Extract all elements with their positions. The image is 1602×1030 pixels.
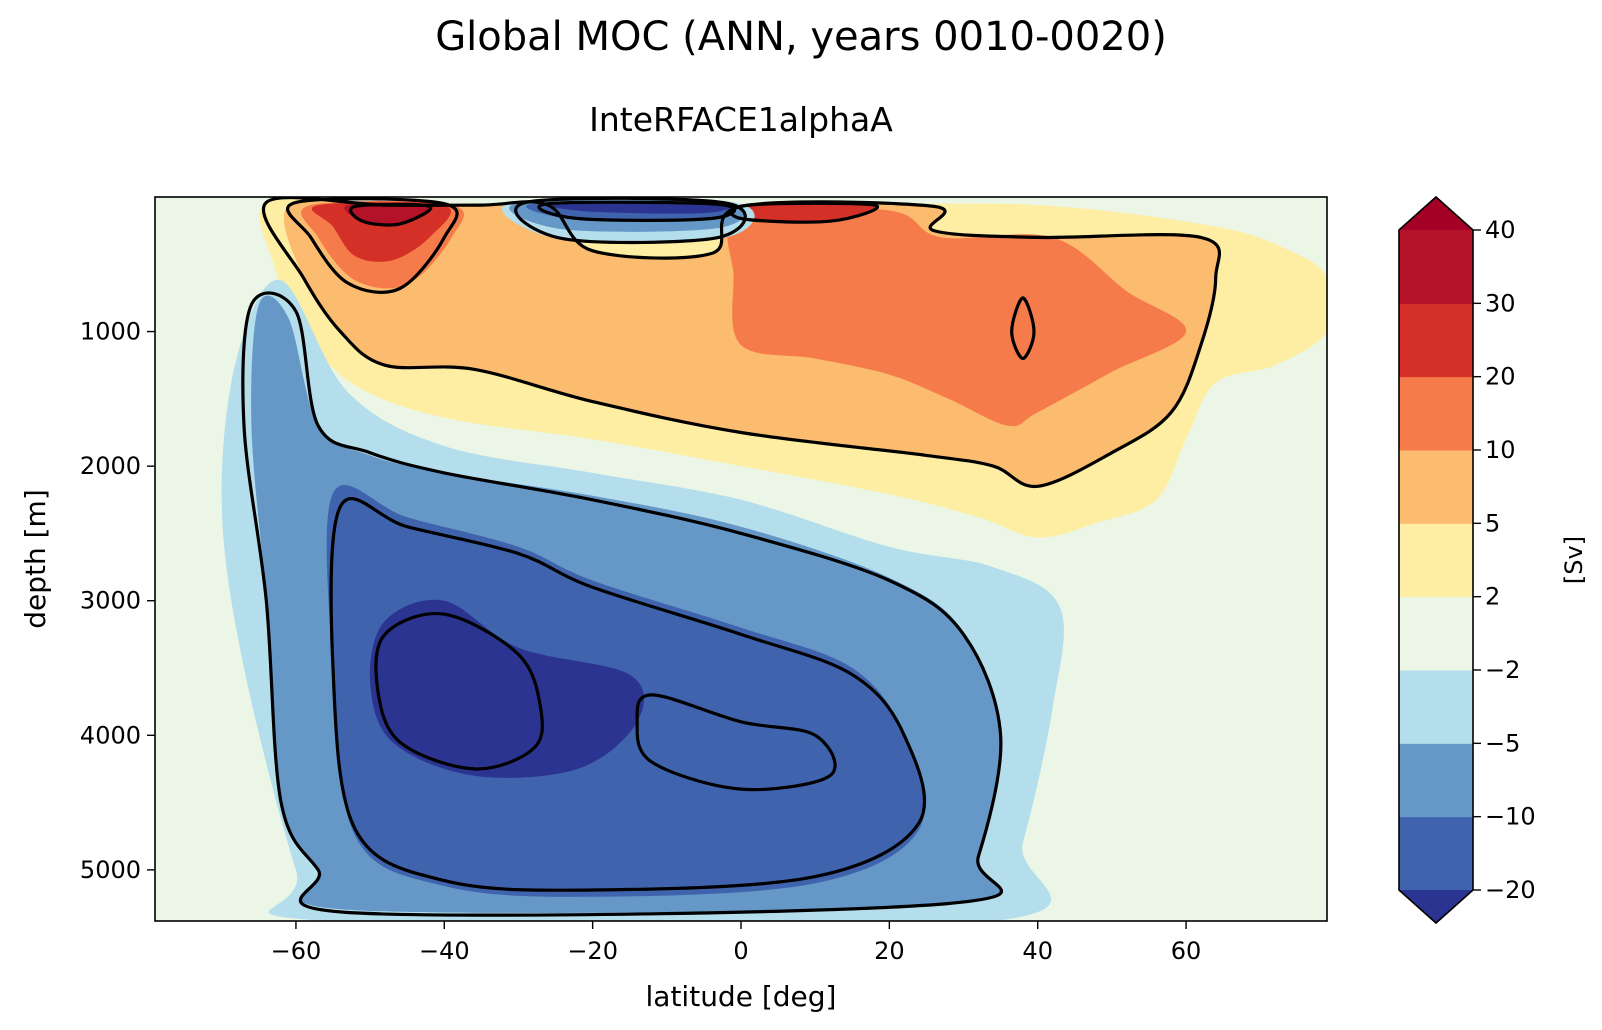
colorbar-under-arrow [1399, 890, 1473, 923]
y-tick-label: 1000 [80, 318, 141, 346]
colorbar-label: [Sv] [1560, 536, 1588, 584]
colorbar-segment [1399, 230, 1473, 304]
contour-line-5 [514, 197, 747, 245]
colorbar: −20 −10 −5 −2 2 5 10 20 30 40 [Sv] [1398, 195, 1588, 925]
y-tick-label: 3000 [80, 587, 141, 615]
contour-line-4 [1010, 296, 1036, 361]
contour-fill-5 [731, 203, 878, 223]
colorbar-segment [1399, 523, 1473, 598]
contour-line-3 [729, 201, 879, 224]
colorbar-tick-label: 2 [1485, 583, 1500, 611]
x-tick-label: −20 [567, 937, 618, 965]
colorbar-segment [1399, 670, 1473, 744]
colorbar-tick-label: 20 [1485, 363, 1516, 391]
contour-layer [155, 197, 1327, 921]
chart-subtitle: InteRFACE1alphaA [0, 100, 1602, 139]
contour-line-0 [262, 197, 1221, 488]
contour-fill-6 [344, 202, 432, 225]
contour-line-7 [241, 291, 1004, 917]
x-tick-label: 20 [874, 937, 905, 965]
contour-line-9 [374, 611, 544, 771]
contour-line-10 [635, 693, 837, 792]
y-axis-label: depth [m] [19, 489, 52, 629]
x-tick-label: −40 [419, 937, 470, 965]
contour-line-2 [349, 202, 433, 227]
y-tick-label: 4000 [80, 721, 141, 749]
colorbar-tick-label: −20 [1485, 876, 1536, 904]
x-tick-label: 60 [1171, 937, 1202, 965]
contour-fill-10 [548, 203, 731, 214]
colorbar-tick-label: −2 [1485, 656, 1520, 684]
x-tick-label: 0 [733, 937, 748, 965]
colorbar-tick-label: 10 [1485, 436, 1516, 464]
colorbar-tick-label: −10 [1485, 803, 1536, 831]
x-tick-label: −60 [271, 937, 322, 965]
colorbar-tick-label: 40 [1485, 216, 1516, 244]
contour-fill-14 [369, 599, 645, 778]
colorbar-segment [1399, 743, 1473, 818]
x-axis: −60 −40 −20 0 20 40 60 latitude [deg] [271, 921, 1202, 1013]
colorbar-tick-label: 5 [1485, 509, 1500, 537]
y-tick-label: 5000 [80, 856, 141, 884]
plot-area [154, 196, 1328, 922]
colorbar-segment [1399, 596, 1473, 671]
colorbar-segment [1399, 303, 1473, 378]
colorbar-segment [1399, 376, 1473, 451]
x-tick-label: 40 [1022, 937, 1053, 965]
contour-line-1 [286, 197, 459, 294]
chart-title: Global MOC (ANN, years 0010-0020) [435, 14, 1167, 60]
contour-line-6 [537, 200, 737, 222]
y-axis: 1000 2000 3000 4000 5000 depth [m] [19, 318, 155, 884]
colorbar-tick-label: −5 [1485, 729, 1520, 757]
chart-subtitle-text: InteRFACE1alphaA [589, 100, 893, 139]
contour-fill-2 [727, 204, 1187, 427]
colorbar-segment [1399, 450, 1473, 524]
colorbar-segment [1399, 816, 1473, 891]
colorbar-over-arrow [1399, 197, 1473, 230]
x-axis-label: latitude [deg] [646, 980, 837, 1013]
y-tick-label: 2000 [80, 452, 141, 480]
colorbar-tick-label: 30 [1485, 289, 1516, 317]
contour-line-8 [329, 497, 927, 892]
